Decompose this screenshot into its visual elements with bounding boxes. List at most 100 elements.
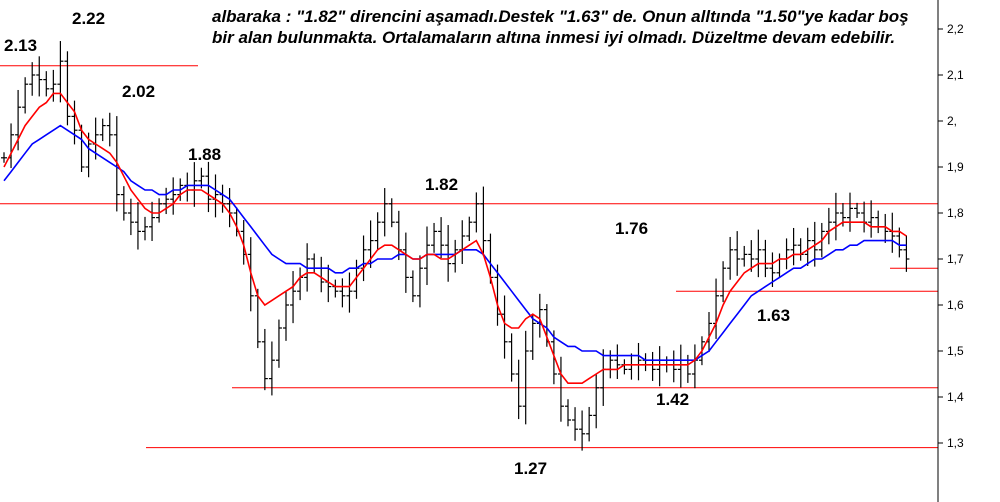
price-bar (804, 227, 811, 266)
y-axis-tick-label: 1,4 (947, 390, 964, 404)
price-level-label: 1.88 (188, 145, 221, 164)
price-bar (896, 227, 903, 258)
price-bar (614, 344, 621, 379)
price-bar (212, 174, 219, 218)
price-level-label: 1.42 (656, 390, 689, 409)
price-bar (388, 198, 395, 228)
price-level-label: 1.63 (757, 306, 790, 325)
price-bar (600, 349, 607, 406)
price-bar (43, 71, 50, 97)
price-bar (149, 201, 156, 241)
price-bar (99, 118, 106, 142)
price-bar (459, 220, 466, 264)
price-bar (402, 232, 409, 293)
price-bar (409, 270, 416, 303)
price-bar (762, 239, 769, 278)
price-bar (783, 238, 790, 270)
price-bar (579, 410, 586, 451)
price-bar (501, 295, 508, 359)
price-bar (339, 278, 346, 308)
price-bar (205, 161, 212, 213)
price-bar (734, 231, 741, 276)
price-level-label: 2.22 (72, 9, 105, 28)
price-bar (656, 346, 663, 387)
price-bar (861, 201, 868, 233)
price-bar (790, 227, 797, 266)
price-bar (395, 210, 402, 261)
price-bar (832, 192, 839, 241)
price-level-label: 2.02 (122, 82, 155, 101)
price-bar (191, 162, 198, 207)
price-bar (297, 267, 304, 301)
price-bar (15, 89, 22, 151)
y-axis-tick-label: 2, (947, 114, 957, 128)
price-bar (875, 210, 882, 234)
y-axis-tick-label: 1,5 (947, 344, 964, 358)
price-bar (438, 217, 445, 259)
price-bar (120, 186, 127, 221)
price-bar (889, 212, 896, 253)
price-bar (515, 359, 522, 420)
price-bar (670, 350, 677, 383)
price-bar (854, 202, 861, 218)
price-bar (8, 123, 15, 169)
price-bar (628, 353, 635, 380)
price-bar (755, 229, 762, 278)
price-bar (170, 177, 177, 215)
price-bar (127, 198, 134, 236)
fast-moving-average-line (3, 92, 907, 385)
price-bar (219, 184, 226, 213)
price-bar (445, 225, 452, 282)
price-bar (64, 51, 71, 126)
price-bar (36, 56, 43, 97)
price-bar (720, 261, 727, 303)
y-axis-tick-label: 1,9 (947, 160, 964, 174)
price-bar (106, 112, 113, 147)
price-bar (240, 220, 247, 265)
price-bar (713, 278, 720, 339)
price-level-label: 2.13 (4, 36, 37, 55)
price-bar (22, 77, 29, 114)
price-bar (290, 271, 297, 324)
y-axis-tick-label: 1,7 (947, 252, 964, 266)
price-bar (374, 212, 381, 250)
price-bar (508, 333, 515, 382)
price-bar (593, 373, 600, 429)
price-bar (1, 152, 7, 163)
price-bar (649, 351, 656, 381)
analysis-annotation: albaraka : "1.82" direncini aşamadı.Dest… (212, 7, 909, 47)
price-bar (346, 272, 353, 313)
price-bar (50, 69, 57, 102)
price-bar (416, 255, 423, 308)
price-bar (360, 235, 367, 282)
price-bar (466, 216, 473, 241)
price-bar (452, 239, 459, 273)
y-axis-tick-label: 1,3 (947, 436, 964, 450)
price-bar (522, 330, 529, 425)
price-bar (565, 399, 571, 427)
price-level-label: 1.82 (425, 175, 458, 194)
price-bar (684, 354, 691, 383)
price-bar (268, 341, 275, 396)
price-bar (226, 188, 233, 228)
price-bar (868, 200, 875, 238)
price-bar (572, 407, 579, 441)
price-bar (797, 238, 804, 261)
price-bar (71, 100, 78, 145)
price-level-label: 1.76 (615, 219, 648, 238)
y-axis-tick-label: 2,1 (947, 68, 964, 82)
price-bar (607, 350, 614, 379)
price-bar (473, 192, 480, 233)
price-bar (424, 226, 430, 286)
price-labels: 2.13 2.22 2.02 1.88 1.82 1.76 1.63 1.42 1.27 (4, 9, 790, 478)
price-bar (134, 202, 141, 250)
support-resistance-lines (0, 65, 938, 449)
price-bar (741, 245, 748, 267)
price-bar (776, 253, 783, 278)
price-bar (903, 235, 910, 272)
y-axis-tick-label: 2,2 (947, 22, 964, 36)
price-bar (163, 187, 170, 215)
price-level-label: 1.27 (514, 459, 547, 478)
price-bar (847, 192, 853, 232)
